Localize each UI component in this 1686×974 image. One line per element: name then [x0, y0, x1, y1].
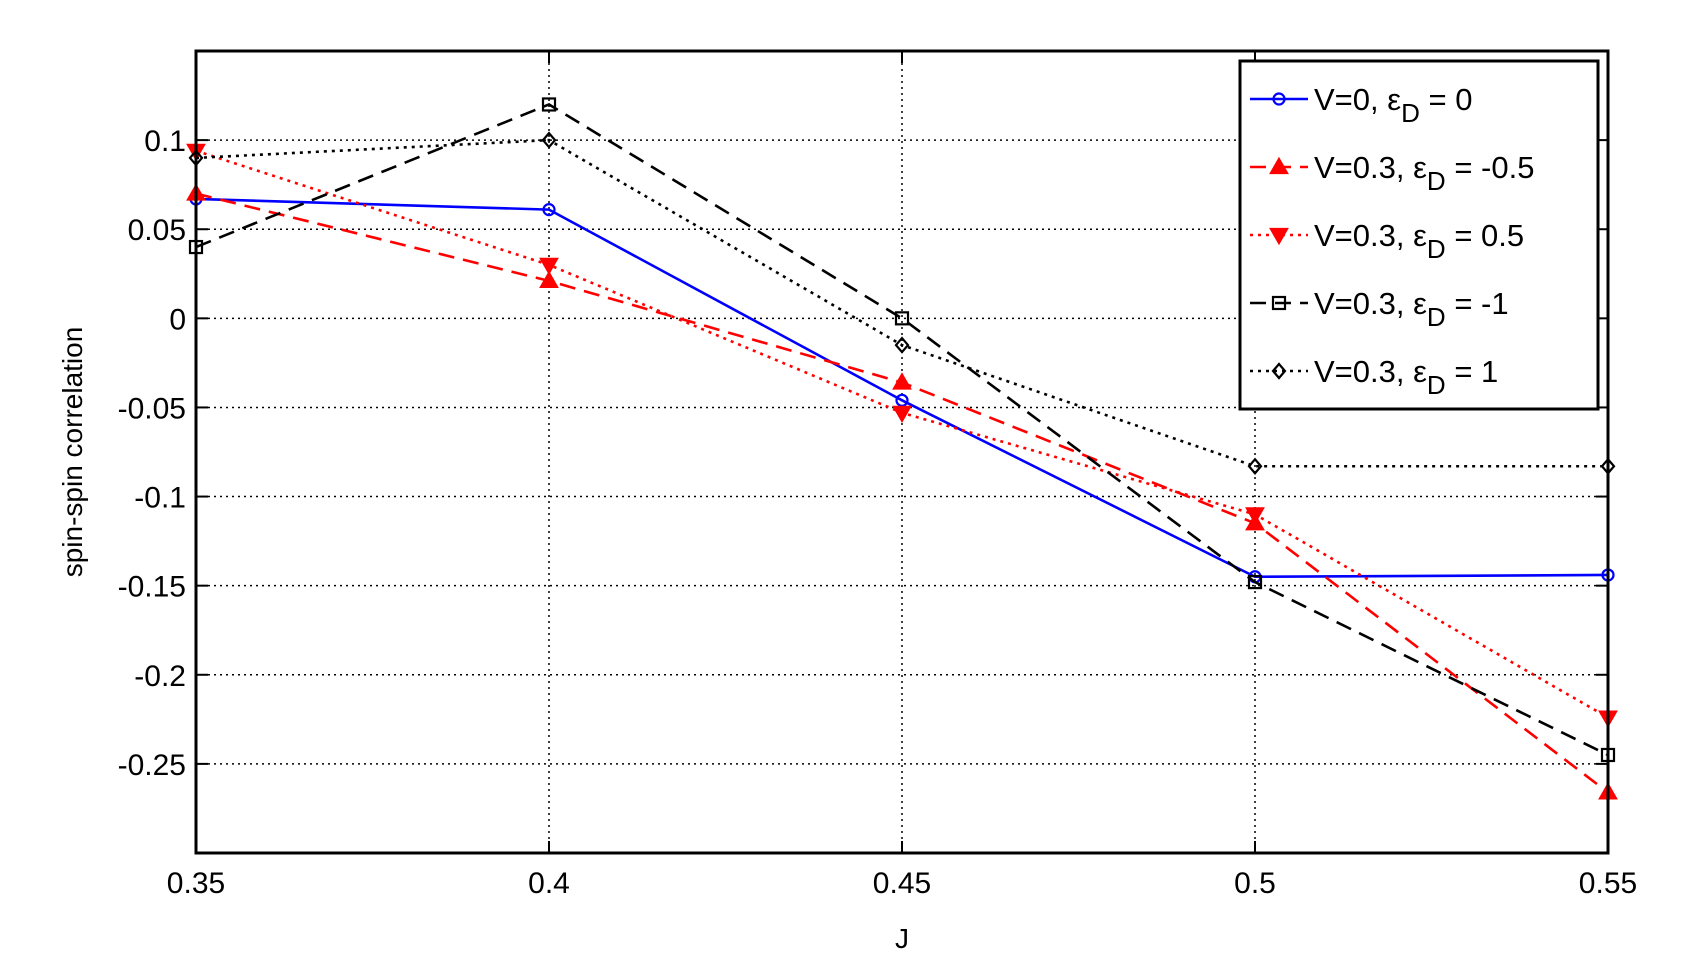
data-point — [539, 257, 559, 276]
x-tick-label: 0.4 — [528, 867, 570, 900]
data-point — [542, 203, 556, 217]
series-line — [195, 197, 1609, 579]
series-1 — [186, 183, 1618, 800]
y-tick-label: -0.05 — [118, 392, 186, 425]
y-tick-label: -0.1 — [134, 482, 186, 515]
y-tick-label: 0 — [169, 303, 186, 336]
x-tick-label: 0.55 — [1579, 867, 1637, 900]
legend-marker — [1271, 295, 1287, 311]
data-point — [541, 97, 557, 112]
legend-marker — [1269, 156, 1289, 175]
axis-ticks: 0.35 0.4 0.45 0.5 0.55 0.1 0.05 0 -0.05 -0.1 -0.15… — [118, 51, 1637, 900]
legend-entry: V=0.3, εD = 1 — [1250, 354, 1498, 400]
data-point — [539, 270, 559, 289]
legend-marker — [1271, 362, 1287, 380]
series-line — [195, 103, 1609, 757]
x-tick-label: 0.45 — [873, 867, 931, 900]
legend-label: V=0.3, εD = -0.5 — [1314, 150, 1534, 196]
legend-entry: V=0, εD = 0 — [1250, 82, 1472, 128]
y-tick-label: 0.1 — [144, 125, 186, 158]
data-point — [1247, 575, 1263, 590]
y-axis-label: spin-spin correlation — [57, 327, 88, 578]
data-point — [1245, 507, 1265, 525]
legend-entry: V=0.3, εD = -0.5 — [1250, 150, 1534, 196]
legend-label: V=0, εD = 0 — [1314, 82, 1472, 128]
series-lines — [186, 97, 1618, 800]
x-tick-label: 0.35 — [167, 867, 225, 900]
legend-label: V=0.3, εD = 1 — [1314, 354, 1498, 400]
x-axis-label: J — [895, 923, 909, 954]
data-point — [541, 131, 557, 149]
legend-label: V=0.3, εD = -1 — [1314, 286, 1509, 332]
y-tick-label: 0.05 — [128, 214, 186, 247]
y-tick-label: -0.15 — [118, 571, 186, 604]
data-point — [894, 336, 910, 354]
legend-entry: V=0.3, εD = -1 — [1250, 286, 1509, 332]
data-point — [892, 372, 912, 390]
legend-marker — [1272, 92, 1286, 106]
legend-box — [1238, 59, 1600, 411]
x-tick-label: 0.5 — [1234, 867, 1276, 900]
legend-marker — [1269, 227, 1289, 246]
legend-entry: V=0.3, εD = 0.5 — [1250, 218, 1524, 264]
data-point — [892, 405, 912, 424]
legend: V=0, εD = 0 V=0.3, εD = -0.5 V=0.3, εD = 0… — [1238, 59, 1600, 411]
legend-label: V=0.3, εD = 0.5 — [1314, 218, 1524, 264]
series-line — [195, 138, 1608, 468]
y-tick-label: -0.25 — [118, 749, 186, 782]
y-tick-label: -0.2 — [134, 660, 186, 693]
data-point — [894, 311, 910, 326]
data-point — [1247, 457, 1263, 475]
